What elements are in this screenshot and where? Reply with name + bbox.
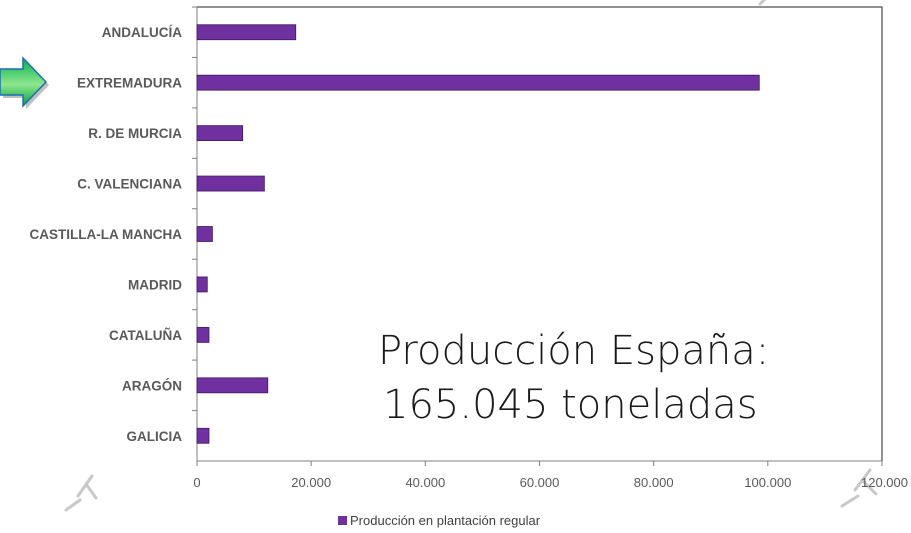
bar-r-de-murcia bbox=[196, 125, 244, 142]
category-label-galicia: GALICIA bbox=[127, 429, 183, 444]
x-tick-label: 20.000 bbox=[291, 475, 331, 490]
x-tick-labels: 0 20.000 40.000 60.000 80.000 100.000 120.000 bbox=[193, 475, 908, 490]
bar-cataluna bbox=[196, 326, 210, 343]
category-label-andalucia: ANDALUCÍA bbox=[102, 25, 182, 40]
bars bbox=[196, 24, 760, 444]
bar-aragon bbox=[196, 377, 269, 394]
category-labels: ANDALUCÍA EXTREMADURA R. DE MURCIA C. VALEN… bbox=[30, 25, 183, 444]
annotation-line-1: Producción España: bbox=[378, 328, 769, 374]
bar-extremadura bbox=[196, 74, 760, 91]
annotation-line-2: 165.045 toneladas bbox=[383, 382, 758, 428]
category-label-c-valenciana: C. VALENCIANA bbox=[77, 177, 182, 192]
bar-c-valenciana bbox=[196, 175, 265, 192]
bar-madrid bbox=[196, 276, 208, 293]
x-tick-label: 40.000 bbox=[405, 475, 445, 490]
category-label-cataluna: CATALUÑA bbox=[109, 328, 182, 343]
x-tick-label: 60.000 bbox=[520, 475, 560, 490]
x-axis-ticks bbox=[192, 6, 883, 466]
x-tick-label: 120.000 bbox=[861, 475, 908, 490]
category-label-castilla-la-mancha: CASTILLA-LA MANCHA bbox=[30, 227, 183, 242]
green-arrow-icon bbox=[0, 56, 49, 109]
x-tick-label: 100.000 bbox=[744, 475, 791, 490]
category-label-extremadura: EXTREMADURA bbox=[77, 76, 182, 91]
x-tick-label: 80.000 bbox=[634, 475, 674, 490]
legend-swatch bbox=[338, 516, 347, 525]
watermark-marks bbox=[64, 0, 878, 512]
category-label-aragon: ARAGÓN bbox=[122, 378, 182, 393]
bar-galicia bbox=[196, 427, 210, 444]
bar-castilla-la-mancha bbox=[196, 226, 213, 242]
bar-andalucia bbox=[196, 24, 297, 41]
legend: Producción en plantación regular bbox=[338, 513, 541, 528]
legend-label: Producción en plantación regular bbox=[350, 513, 541, 528]
category-label-r-de-murcia: R. DE MURCIA bbox=[88, 126, 182, 141]
x-tick-label: 0 bbox=[193, 475, 200, 490]
category-label-madrid: MADRID bbox=[128, 277, 182, 292]
